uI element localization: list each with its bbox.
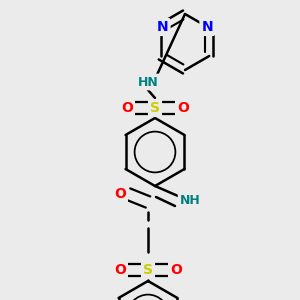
Text: S: S xyxy=(150,101,160,115)
Text: O: O xyxy=(121,101,133,115)
Text: O: O xyxy=(114,263,126,277)
Text: N: N xyxy=(157,20,169,34)
Text: O: O xyxy=(177,101,189,115)
Text: HN: HN xyxy=(138,76,158,88)
Text: S: S xyxy=(143,263,153,277)
Text: O: O xyxy=(114,187,126,201)
Text: NH: NH xyxy=(180,194,200,208)
Text: O: O xyxy=(170,263,182,277)
Text: N: N xyxy=(201,20,213,34)
